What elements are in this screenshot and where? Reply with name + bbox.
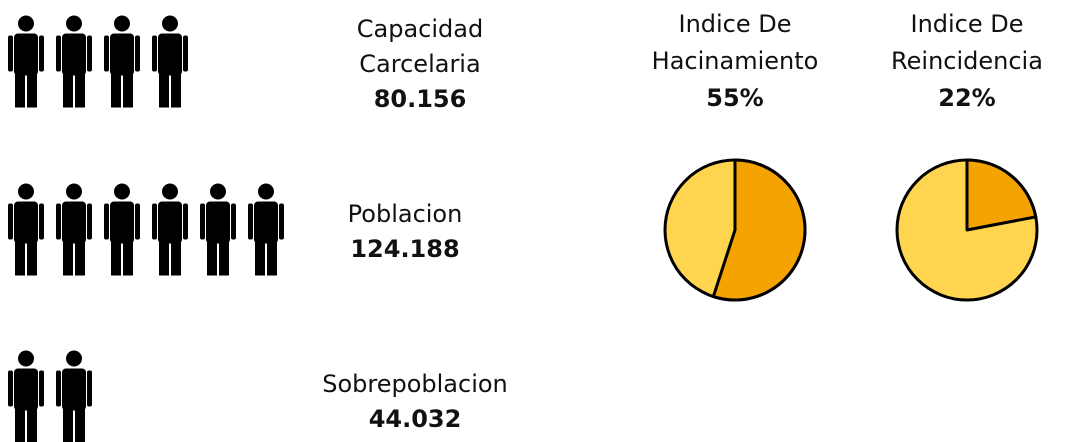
pie-title: Indice De (678, 10, 791, 38)
icons-row-1 (8, 15, 188, 108)
stat-value: 80.156 (374, 85, 467, 113)
stat-label: Sobrepoblacion (322, 370, 508, 398)
stat-value: 44.032 (369, 405, 462, 433)
stat-label: Capacidad (357, 15, 483, 43)
pie-value-label: 55% (706, 84, 763, 112)
pie-title: Indice De (910, 10, 1023, 38)
icons-row-3 (8, 350, 92, 442)
pie-title: Hacinamiento (652, 47, 819, 75)
stat-value: 124.188 (350, 235, 459, 263)
pie-slice (711, 158, 807, 302)
pie-slice (965, 158, 1038, 232)
stat-label: Carcelaria (359, 50, 480, 78)
icons-row-2 (8, 183, 284, 276)
pie-title: Reincidencia (891, 47, 1043, 75)
pie-value-label: 22% (938, 84, 995, 112)
stat-label: Poblacion (348, 200, 463, 228)
